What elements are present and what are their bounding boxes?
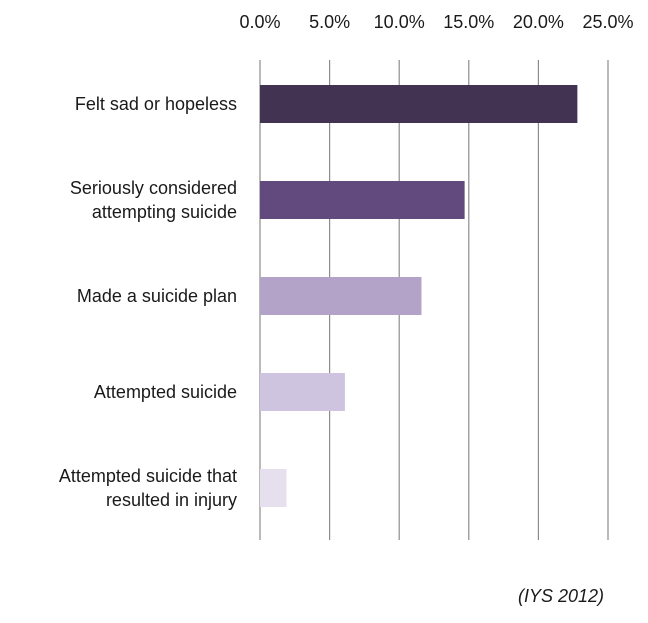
category-label-4-line-1: resulted in injury [106,490,237,510]
bar-4 [260,469,287,507]
bar-2 [260,277,422,315]
x-tick-label-0: 0.0% [239,12,280,32]
source-note: (IYS 2012) [517,586,604,606]
bar-0 [260,85,578,123]
x-tick-label-4: 20.0% [513,12,564,32]
category-label-0: Felt sad or hopeless [75,94,237,114]
x-tick-label-5: 25.0% [582,12,633,32]
x-tick-label-3: 15.0% [443,12,494,32]
category-label-3: Attempted suicide [94,382,237,402]
category-label-2: Made a suicide plan [77,286,237,306]
x-tick-label-1: 5.0% [309,12,350,32]
category-label-1-line-0: Seriously considered [70,178,237,198]
bar-1 [260,181,465,219]
bar-3 [260,373,345,411]
category-label-4-line-0: Attempted suicide that [59,466,237,486]
x-tick-label-2: 10.0% [374,12,425,32]
category-label-1-line-1: attempting suicide [92,202,237,222]
